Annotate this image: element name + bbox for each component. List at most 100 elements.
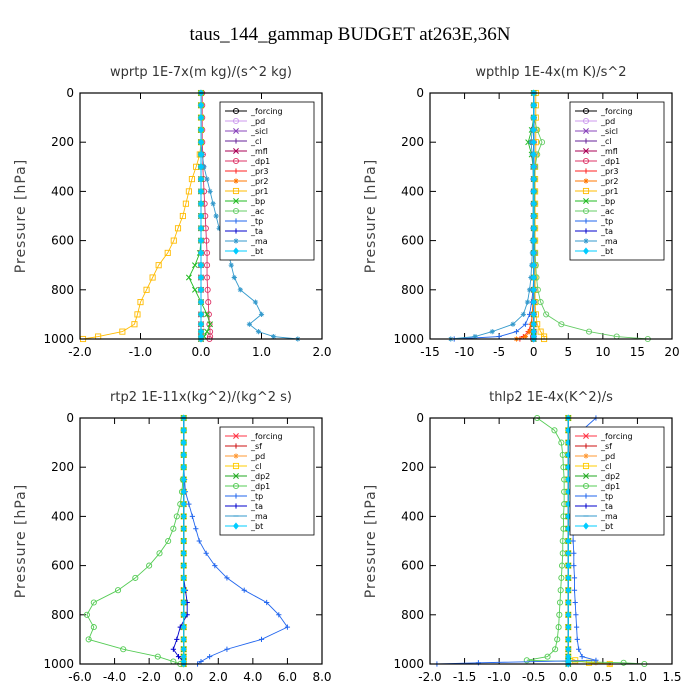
legend-marker	[233, 433, 239, 439]
data-point	[180, 645, 187, 653]
data-point	[180, 426, 187, 434]
data-point	[224, 575, 230, 581]
data-point	[193, 526, 199, 532]
data-point	[510, 321, 516, 327]
data-point	[565, 635, 572, 643]
chart-panel-2: wpthlp 1E-4x(m K)/s^2 Pressure [hPa] -15 -1…	[363, 65, 680, 359]
series_pr1	[79, 89, 205, 343]
data-point	[544, 653, 551, 660]
series-line_ma	[450, 93, 535, 340]
x-tick-label: 0.0	[191, 345, 210, 359]
data-point	[189, 513, 195, 519]
legend-marker	[583, 238, 589, 244]
data-point	[198, 163, 204, 171]
legend-marker	[233, 218, 239, 224]
data-point	[522, 333, 529, 340]
legend-label: _tp	[250, 492, 263, 501]
legend-label: _ma	[600, 237, 618, 246]
x-tick-label: 1.0	[628, 670, 647, 684]
data-point	[556, 599, 564, 606]
data-point	[143, 286, 150, 293]
data-point	[231, 274, 237, 281]
legend-label: _forcing	[600, 107, 633, 116]
legend-label: _pr3	[600, 167, 618, 176]
data-point	[203, 550, 209, 556]
data-point	[530, 150, 537, 159]
legend-marker	[583, 228, 589, 234]
legend-marker	[233, 522, 239, 530]
data-point	[198, 261, 204, 269]
data-point	[565, 549, 572, 557]
legend-marker	[582, 207, 590, 215]
legend-marker	[233, 168, 239, 174]
legend-marker	[583, 433, 589, 439]
y-tick-label: 800	[51, 283, 74, 297]
y-tick-label: 1000	[393, 657, 424, 671]
legend-label: _tp	[600, 492, 613, 501]
legend-label: _dp2	[250, 472, 270, 481]
legend-marker	[583, 473, 589, 479]
data-point	[472, 333, 478, 340]
x-tick-label: -0.5	[522, 670, 545, 684]
legend-label: _mfl	[250, 147, 268, 156]
data-point	[180, 611, 187, 619]
data-point	[530, 237, 537, 245]
legend-label: _dp1	[250, 157, 270, 166]
data-point	[198, 658, 204, 665]
y-tick-label: 400	[401, 509, 424, 523]
data-point	[558, 321, 565, 328]
legend-marker	[583, 178, 589, 184]
legend-label: _forcing	[600, 432, 633, 441]
y-axis-label: Pressure [hPa]	[363, 159, 379, 273]
data-point	[204, 311, 211, 318]
data-point	[565, 611, 572, 619]
data-point	[180, 623, 187, 631]
data-point	[154, 653, 161, 660]
panel-title: rtp2 1E-11x(kg^2)/(kg^2 s)	[110, 390, 292, 405]
legend-marker	[232, 187, 240, 195]
series-line_pr1	[82, 93, 202, 340]
data-point	[174, 225, 182, 232]
x-tick-label: 10	[595, 345, 610, 359]
legend-marker	[583, 218, 589, 224]
data-point	[565, 586, 572, 594]
y-tick-label: 1000	[43, 657, 74, 671]
legend-label: _forcing	[250, 432, 283, 441]
y-tick-label: 200	[51, 135, 74, 149]
data-point	[132, 574, 139, 581]
x-tick-label: 0.0	[174, 670, 193, 684]
panel-title: thlp2 1E-4x(K^2)/s	[489, 390, 613, 405]
data-point	[573, 612, 579, 618]
data-point	[565, 574, 572, 582]
legend-label: _pr3	[250, 167, 268, 176]
legend-marker	[233, 493, 239, 499]
legend-marker	[582, 462, 590, 470]
x-tick-label: 0.0	[559, 670, 578, 684]
data-point	[173, 513, 180, 520]
data-point	[565, 645, 572, 653]
legend-label: _cl	[600, 462, 612, 471]
data-point	[255, 329, 262, 335]
data-point	[182, 200, 189, 207]
legend-marker	[233, 178, 239, 184]
legend-label: _pr2	[250, 177, 268, 186]
legend-label: _bt	[600, 247, 613, 256]
data-point	[203, 249, 211, 256]
y-tick-label: 600	[51, 559, 74, 573]
data-point	[565, 598, 572, 607]
data-point	[180, 475, 187, 484]
data-point	[119, 328, 126, 335]
legend-marker	[232, 207, 240, 215]
legend-marker	[583, 198, 589, 204]
data-point	[574, 636, 580, 642]
data-point	[186, 501, 192, 507]
data-point	[530, 101, 537, 109]
legend-label: _bt	[250, 247, 263, 256]
legend-marker	[583, 493, 589, 499]
data-point	[180, 500, 187, 508]
data-point	[271, 333, 277, 340]
data-point	[180, 598, 187, 607]
data-point	[525, 139, 532, 146]
x-tick-label: -1.5	[453, 670, 476, 684]
